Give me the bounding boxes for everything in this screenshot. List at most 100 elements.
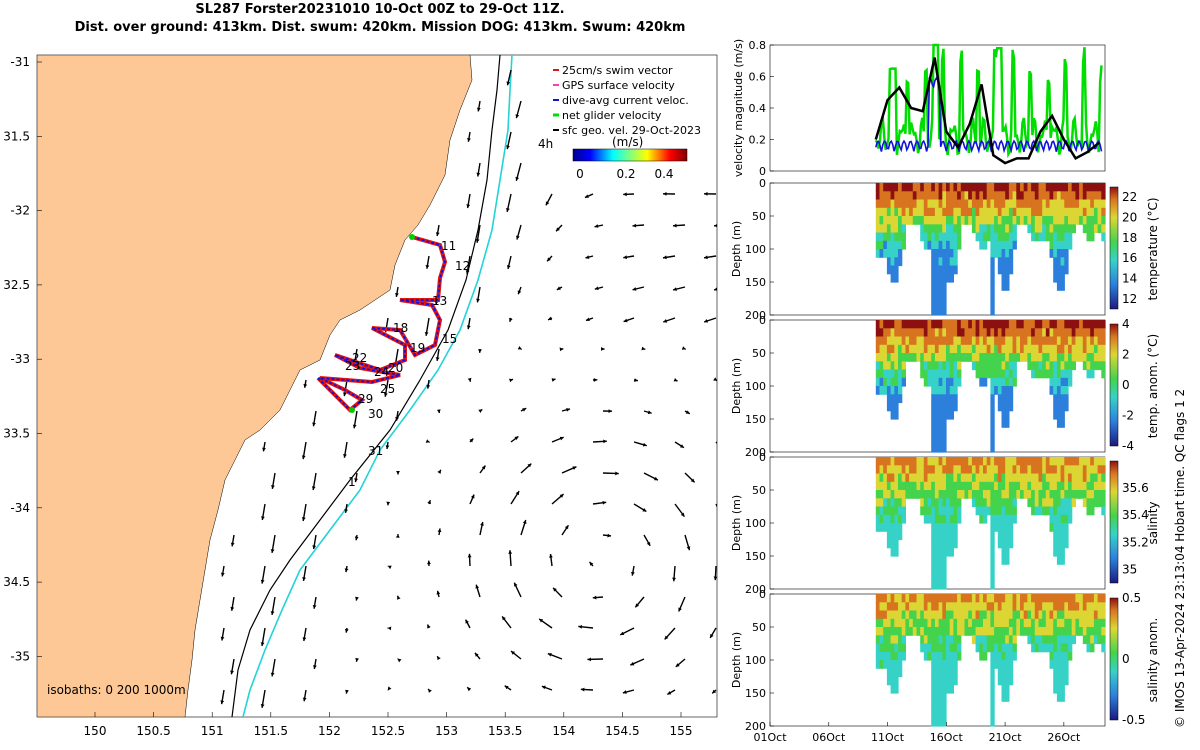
section-cell [938,320,943,329]
velocity-arrowhead [690,478,695,483]
section-cell [1053,651,1058,661]
section-cell [901,594,906,603]
section-cell [1020,328,1025,338]
section-cell [1005,547,1010,557]
section-cell [1079,191,1084,201]
section-cell [912,320,918,329]
section-cell [1056,369,1062,379]
velocity-arrowhead [713,576,717,581]
section-cell [890,676,895,686]
section-cell [1093,207,1099,217]
section-cell [946,660,951,669]
section-cell [964,618,969,628]
section-cell [1090,353,1095,362]
section-cell [1090,506,1095,516]
section-cell [979,328,984,338]
map-xtick: 155 [670,724,693,738]
section-cell [1101,627,1106,636]
section-cell [975,361,980,371]
section-cell [968,207,973,217]
section-cell [898,473,903,483]
section-cell [1008,361,1014,371]
section-cell [938,514,943,524]
section-cell [938,361,943,371]
velocity-arrowhead [270,672,275,677]
section-cell [994,473,999,483]
section-cell [934,717,940,727]
velocity-arrowhead [301,517,306,521]
section-cell [949,602,954,612]
velocity-arrowhead [508,550,513,554]
section-cell [886,602,892,612]
section-cell [931,594,936,603]
velocity-arrowhead [478,349,482,353]
section-cell [1008,265,1014,275]
section-cell [953,594,958,603]
section-cell [927,224,932,234]
section-cell [898,651,903,661]
section-cell [916,457,921,466]
section-cell [942,306,947,316]
section-ytick: 50 [752,210,766,223]
section-cell [894,547,899,557]
section-cell [1064,635,1069,645]
section-cell [934,457,940,466]
section-cell [1101,457,1106,466]
section-cell [923,635,929,645]
section-cell [1049,660,1054,669]
velocity-arrowhead [664,635,669,640]
section-cell [1012,473,1017,483]
section-cell [1038,457,1043,466]
section-cell [931,684,936,694]
section-cell [905,353,910,362]
velocity-arrowhead [465,270,470,274]
section-cell [997,386,1003,395]
velocity-arrowhead [632,287,637,291]
section-cell [1086,207,1091,217]
section-cell [886,265,892,275]
section-cell [1090,207,1095,217]
section-cell [1012,457,1017,466]
section-cell [1086,602,1091,612]
section-cell [994,386,999,395]
map-legend: 25cm/s swim vector GPS surface velocity … [538,64,701,181]
velocity-arrowhead [592,595,597,600]
section-cell [990,610,995,620]
section-cell [931,572,936,582]
section-cell [971,610,977,620]
section-cell [1064,457,1069,466]
section-cell [938,457,943,466]
section-cell [949,402,954,412]
section-cell [898,481,903,491]
section-cell [886,191,892,201]
section-cell [986,506,991,516]
section-cell [1042,224,1047,234]
section-cell [923,240,929,250]
section-cell [901,361,906,371]
section-cell [1008,249,1014,258]
velocity-arrowhead [466,204,471,209]
section-cell [898,353,903,362]
section-cell [1020,183,1025,192]
footer-credit: © IMOS 13-Apr-2024 23:13:04 Hobart time.… [1173,389,1187,728]
section-cell [883,465,888,475]
velocity-arrowhead [594,286,599,291]
velocity-arrowhead [395,417,399,421]
section-cell [898,490,903,499]
section-cell [1097,465,1102,475]
velocity-arrowhead [478,409,483,413]
section-cell [1016,336,1021,346]
section-cell [1093,183,1099,192]
section-cell [1071,336,1076,346]
velocity-arrowhead [506,145,510,150]
section-cell [1064,369,1069,379]
section-cell [990,564,995,574]
section-cell [994,361,999,371]
section-cell [957,232,962,242]
section-cell [983,216,988,225]
section-cell [901,336,906,346]
section-cell [879,618,884,628]
section-cell [1082,610,1088,620]
section-cell [1001,386,1006,395]
